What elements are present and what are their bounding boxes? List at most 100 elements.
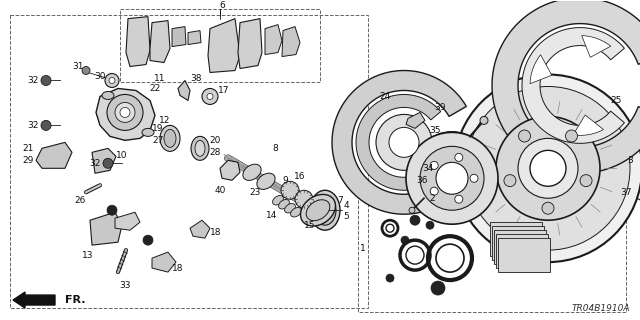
Ellipse shape [301, 195, 335, 226]
Polygon shape [36, 142, 72, 168]
Text: 32: 32 [28, 76, 38, 85]
Circle shape [105, 74, 119, 87]
Polygon shape [406, 112, 425, 128]
Circle shape [518, 138, 578, 198]
Circle shape [566, 130, 577, 142]
Circle shape [542, 202, 554, 214]
FancyBboxPatch shape [494, 230, 546, 264]
Text: 3: 3 [627, 156, 633, 165]
Text: 20: 20 [209, 136, 221, 145]
Ellipse shape [257, 173, 275, 189]
Circle shape [436, 162, 468, 194]
Text: 31: 31 [72, 62, 84, 71]
FancyBboxPatch shape [492, 226, 544, 260]
Circle shape [41, 76, 51, 85]
Text: 33: 33 [119, 281, 131, 290]
Text: 18: 18 [172, 264, 184, 273]
Polygon shape [332, 70, 467, 214]
Ellipse shape [160, 125, 180, 151]
Circle shape [120, 108, 130, 117]
Circle shape [455, 195, 463, 203]
Ellipse shape [243, 164, 261, 180]
Circle shape [401, 236, 409, 244]
Polygon shape [492, 0, 640, 173]
Text: 25: 25 [611, 96, 621, 105]
Text: 17: 17 [218, 86, 230, 95]
Ellipse shape [278, 199, 289, 209]
Polygon shape [220, 160, 240, 180]
Polygon shape [522, 28, 625, 143]
Text: 12: 12 [159, 116, 171, 125]
Text: 38: 38 [190, 74, 202, 83]
Circle shape [496, 116, 600, 220]
Circle shape [389, 127, 419, 157]
Text: 32: 32 [28, 121, 38, 130]
Circle shape [420, 146, 484, 210]
Polygon shape [150, 20, 170, 62]
Polygon shape [96, 88, 155, 140]
Circle shape [309, 199, 327, 217]
Text: 4: 4 [343, 201, 349, 210]
Text: 5: 5 [343, 212, 349, 221]
Circle shape [410, 215, 420, 225]
Circle shape [470, 174, 478, 182]
Text: FR.: FR. [65, 295, 86, 305]
Text: 14: 14 [266, 211, 278, 220]
Circle shape [82, 67, 90, 75]
FancyBboxPatch shape [498, 238, 550, 272]
Text: 30: 30 [94, 72, 106, 81]
Text: 19: 19 [152, 124, 164, 133]
Polygon shape [356, 94, 441, 190]
Text: TR04B1910A: TR04B1910A [572, 304, 630, 313]
Circle shape [426, 221, 434, 229]
Text: 15: 15 [304, 221, 316, 230]
Ellipse shape [273, 196, 284, 205]
Circle shape [406, 132, 498, 224]
Polygon shape [573, 115, 604, 135]
Text: 16: 16 [294, 172, 306, 181]
Text: 22: 22 [149, 84, 161, 93]
Circle shape [202, 88, 218, 104]
Circle shape [430, 161, 438, 169]
Polygon shape [126, 17, 150, 67]
Polygon shape [208, 19, 240, 73]
Ellipse shape [142, 128, 154, 136]
Text: 1: 1 [360, 244, 366, 253]
Text: 39: 39 [435, 103, 445, 112]
Ellipse shape [291, 207, 301, 217]
Circle shape [580, 175, 592, 187]
FancyBboxPatch shape [490, 222, 542, 256]
Text: 34: 34 [422, 164, 434, 173]
Ellipse shape [314, 195, 336, 225]
Ellipse shape [191, 136, 209, 160]
Text: 24: 24 [380, 92, 390, 101]
FancyBboxPatch shape [496, 234, 548, 268]
Polygon shape [152, 252, 176, 272]
Circle shape [107, 94, 143, 130]
Text: 11: 11 [154, 74, 166, 83]
Ellipse shape [306, 200, 330, 221]
Polygon shape [172, 27, 186, 46]
Text: 32: 32 [90, 159, 100, 168]
Text: 28: 28 [209, 148, 221, 157]
Ellipse shape [102, 92, 114, 100]
Text: 37: 37 [620, 188, 632, 197]
Circle shape [455, 153, 463, 161]
Ellipse shape [195, 140, 205, 156]
Text: 13: 13 [83, 251, 93, 260]
Circle shape [107, 205, 117, 215]
Circle shape [386, 274, 394, 282]
Circle shape [143, 235, 153, 245]
Circle shape [109, 77, 115, 84]
Text: 7: 7 [337, 196, 343, 205]
Text: 29: 29 [22, 156, 34, 165]
Polygon shape [92, 148, 116, 173]
FancyArrow shape [13, 292, 55, 308]
Text: 23: 23 [250, 188, 260, 197]
Polygon shape [190, 220, 210, 238]
Text: 8: 8 [272, 144, 278, 153]
Polygon shape [530, 55, 552, 84]
Circle shape [281, 181, 299, 199]
Text: 26: 26 [74, 196, 86, 205]
Polygon shape [265, 25, 282, 54]
